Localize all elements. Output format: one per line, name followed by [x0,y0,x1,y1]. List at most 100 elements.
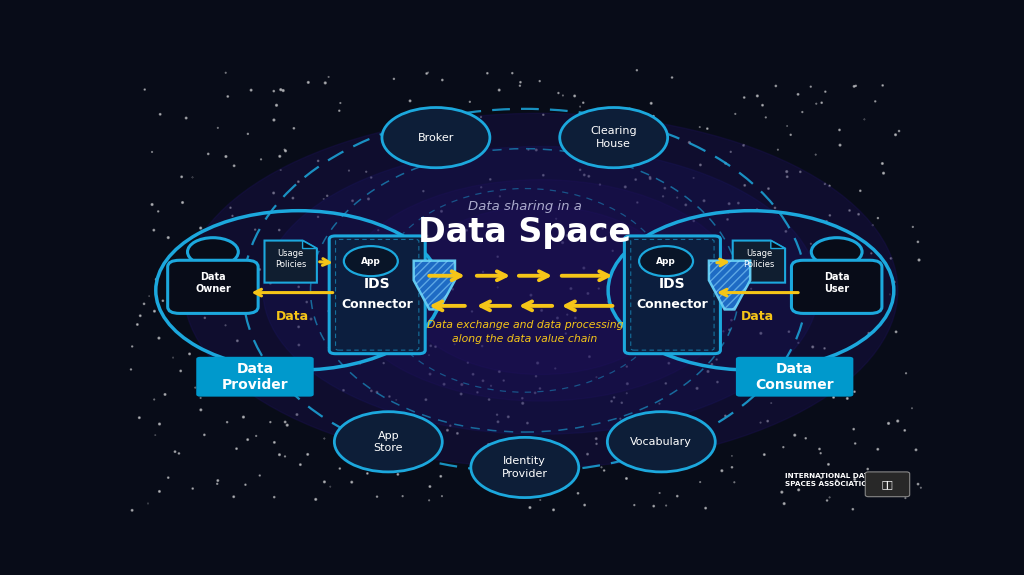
Point [534,306,550,315]
FancyBboxPatch shape [792,260,882,313]
Point [891,126,907,136]
Point [678,200,694,209]
Point [656,183,673,193]
Point [599,301,615,310]
Point [427,446,443,455]
Point [136,299,153,308]
FancyBboxPatch shape [625,236,721,354]
Point [545,462,561,471]
Point [642,172,658,182]
FancyBboxPatch shape [197,356,313,397]
Point [197,234,213,243]
Point [617,182,634,191]
Ellipse shape [263,147,818,434]
Point [157,390,173,399]
Point [193,224,209,233]
Point [743,284,760,293]
Point [160,233,176,242]
Point [331,277,347,286]
Text: Identity
Provider: Identity Provider [502,457,548,478]
Point [728,259,744,269]
Point [286,124,302,133]
Point [524,232,541,242]
Point [869,213,886,223]
Point [136,85,153,94]
Point [390,470,407,479]
Point [819,496,836,505]
Point [770,145,786,154]
Point [760,416,776,426]
Polygon shape [733,240,785,283]
Point [482,175,499,184]
Point [831,361,848,370]
Point [790,90,806,99]
Point [538,241,554,250]
Point [755,101,771,110]
Point [239,382,255,391]
Point [197,430,213,439]
Point [265,189,282,198]
Point [912,483,929,492]
Point [394,492,411,501]
Point [248,431,264,440]
Point [618,362,635,371]
Point [169,297,185,306]
Point [469,388,485,397]
Point [209,479,225,488]
Point [628,175,644,184]
Text: Usage
Policies: Usage Policies [743,250,774,270]
Point [756,249,772,258]
Point [413,447,429,456]
Point [210,123,226,132]
Point [523,290,540,300]
Point [820,460,837,469]
Point [415,186,431,196]
Point [697,504,714,513]
Circle shape [639,246,693,276]
Point [591,284,607,293]
Point [753,267,769,277]
Point [178,113,195,122]
Point [850,233,866,243]
Polygon shape [303,240,316,248]
Point [767,204,783,213]
Point [335,386,351,395]
Point [253,155,269,164]
Point [588,373,604,382]
Point [593,463,609,472]
Point [664,73,680,82]
Point [839,394,855,403]
Point [888,130,904,139]
Point [429,106,445,115]
Point [222,203,239,212]
Point [434,75,451,85]
Point [147,431,164,440]
Point [187,383,204,392]
Point [710,377,726,386]
Point [684,446,700,455]
Point [123,365,139,374]
Point [693,299,710,308]
Point [805,342,821,351]
Point [642,174,658,183]
Point [881,419,897,428]
Point [217,321,233,330]
Point [692,477,709,486]
Point [218,152,234,161]
Point [580,289,596,298]
Point [465,370,481,379]
Point [720,208,736,217]
Point [489,283,506,292]
Text: IDS: IDS [364,277,390,291]
Point [825,246,842,255]
Point [381,392,397,401]
Point [555,91,571,100]
Point [798,434,814,443]
Point [719,215,735,224]
Point [904,404,921,413]
Point [480,440,497,449]
Text: Data exchange and data processing
along the data value chain: Data exchange and data processing along … [427,320,623,344]
Point [709,355,725,364]
Circle shape [187,237,239,266]
Point [831,140,848,150]
